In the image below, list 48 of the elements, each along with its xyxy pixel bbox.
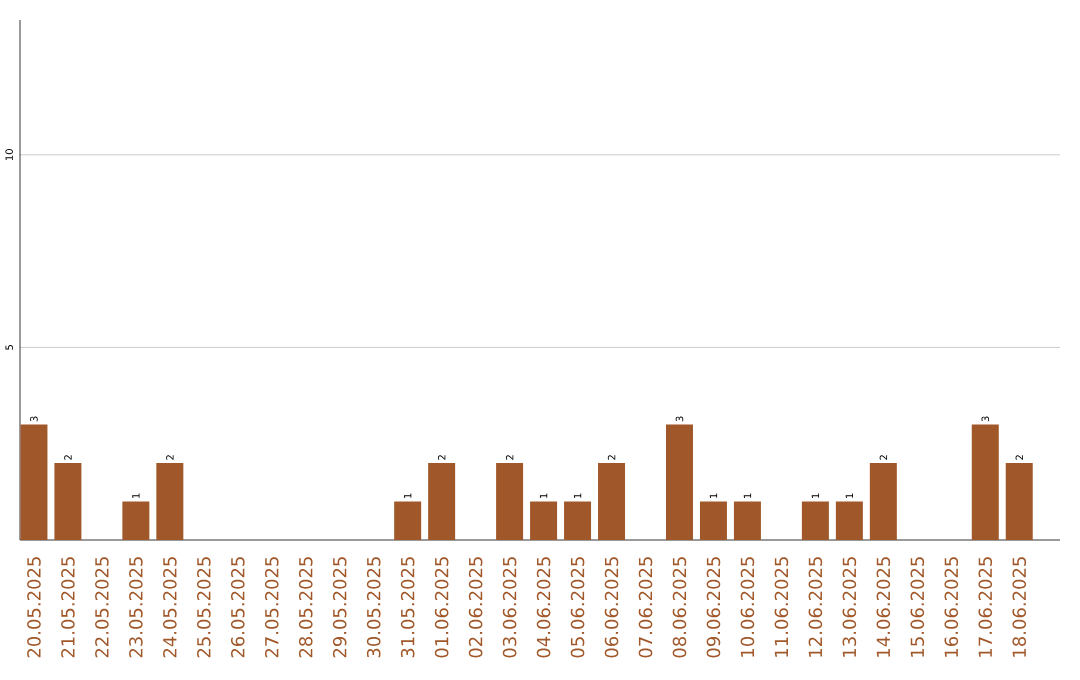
x-tick-label: 26.05.2025 xyxy=(230,557,245,658)
bar xyxy=(971,424,999,540)
x-tick-label: 08.06.2025 xyxy=(672,557,687,658)
x-tick-label: 14.06.2025 xyxy=(876,557,891,657)
x-tick-label: 30.05.2025 xyxy=(366,557,381,658)
bar xyxy=(869,462,897,540)
x-tick-label: 09.06.2025 xyxy=(706,557,721,658)
x-tick-label: 27.05.2025 xyxy=(264,557,279,658)
bar xyxy=(733,501,761,540)
x-tick-label: 24.05.2025 xyxy=(163,557,177,658)
x-tick-label: 17.06.2025 xyxy=(978,557,993,657)
bar xyxy=(699,501,727,540)
bar xyxy=(20,424,48,540)
bar xyxy=(598,462,626,540)
x-tick-label: 31.05.2025 xyxy=(400,557,415,658)
x-tick-label: 03.06.2025 xyxy=(502,557,517,658)
bar xyxy=(665,424,693,540)
x-tick-label: 02.06.2025 xyxy=(468,557,483,658)
bar xyxy=(835,501,863,540)
x-tick-label: 29.05.2025 xyxy=(332,557,347,658)
bar xyxy=(564,501,592,540)
x-tick-label: 25.05.2025 xyxy=(197,557,211,658)
x-tick-label: 07.06.2025 xyxy=(638,557,653,658)
bar xyxy=(496,462,524,540)
bar xyxy=(54,462,82,540)
x-tick-label: 13.06.2025 xyxy=(842,557,857,657)
x-tick-label: 28.05.2025 xyxy=(298,557,313,658)
x-tick-label: 10.06.2025 xyxy=(740,557,755,657)
bar xyxy=(156,462,184,540)
x-tick-label: 15.06.2025 xyxy=(910,557,925,657)
x-tick-label: 21.05.2025 xyxy=(61,557,75,658)
bar xyxy=(530,501,558,540)
x-tick-label: 16.06.2025 xyxy=(944,557,959,657)
bar xyxy=(394,501,422,540)
x-tick-label: 04.06.2025 xyxy=(536,557,551,658)
x-tick-label: 06.06.2025 xyxy=(604,557,619,658)
x-tick-label: 20.05.2025 xyxy=(27,557,41,658)
bar xyxy=(801,501,829,540)
x-tick-label: 01.06.2025 xyxy=(434,557,449,658)
x-tick-label: 18.06.2025 xyxy=(1012,557,1027,657)
x-tick-label: 11.06.2025 xyxy=(774,557,789,657)
bar xyxy=(122,501,150,540)
bar xyxy=(428,462,456,540)
x-tick-label: 05.06.2025 xyxy=(570,557,585,658)
x-tick-label: 12.06.2025 xyxy=(808,557,823,657)
x-tick-label: 22.05.2025 xyxy=(95,557,109,658)
x-tick-label: 23.05.2025 xyxy=(129,557,143,658)
bar xyxy=(1005,462,1033,540)
